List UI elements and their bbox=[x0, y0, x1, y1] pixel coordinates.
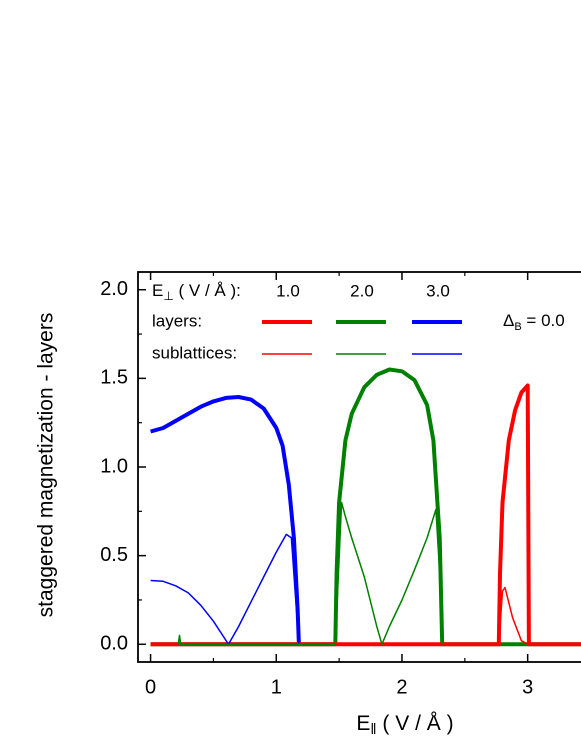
x-tick-label: 0 bbox=[145, 676, 156, 698]
annotation-rest: = 0.0 bbox=[522, 311, 565, 330]
legend-column: 2.0 bbox=[350, 281, 374, 300]
legend-column: 3.0 bbox=[426, 281, 450, 300]
legend-title-main: E bbox=[152, 281, 163, 300]
axes: 0 1 2 3 0.0 0.5 1.0 1.5 2.0 bbox=[100, 271, 581, 698]
y-tick-label: 2.0 bbox=[100, 278, 128, 300]
legend-title-sub: ⊥ bbox=[163, 289, 173, 303]
series-line bbox=[177, 501, 443, 646]
annotation: ΔB = 0.0 bbox=[503, 311, 565, 332]
y-tick-label: 0.0 bbox=[100, 633, 128, 655]
legend-column: 1.0 bbox=[276, 281, 300, 300]
series-line bbox=[150, 395, 301, 645]
annotation-main: Δ bbox=[503, 311, 514, 330]
legend-title-rest: ( V / Å ): bbox=[174, 281, 241, 300]
legend-row: layers: bbox=[152, 311, 202, 330]
annotation-sub: B bbox=[514, 321, 521, 333]
x-label-rest: ( V / Å ) bbox=[377, 712, 454, 735]
y-axis-label: staggered magnetization - layers bbox=[35, 313, 58, 618]
plot-lines bbox=[150, 367, 581, 647]
y-tick-label: 1.0 bbox=[100, 455, 128, 477]
x-tick-label: 2 bbox=[396, 676, 407, 698]
series-line bbox=[150, 367, 581, 647]
y-tick-label: 1.5 bbox=[100, 367, 128, 389]
legend-row: sublattices: bbox=[152, 343, 237, 362]
x-label-sub: ‖ bbox=[370, 721, 376, 738]
x-tick-label: 1 bbox=[271, 676, 282, 698]
series-line bbox=[150, 383, 581, 647]
y-tick-label: 0.5 bbox=[100, 544, 128, 566]
x-axis-label: E‖ ( V / Å ) bbox=[356, 712, 453, 738]
legend-title: E⊥ ( V / Å ): bbox=[152, 281, 241, 303]
series-line bbox=[150, 533, 300, 646]
x-label-main: E bbox=[356, 712, 370, 735]
series-line bbox=[498, 586, 529, 645]
x-tick-label: 3 bbox=[522, 676, 533, 698]
